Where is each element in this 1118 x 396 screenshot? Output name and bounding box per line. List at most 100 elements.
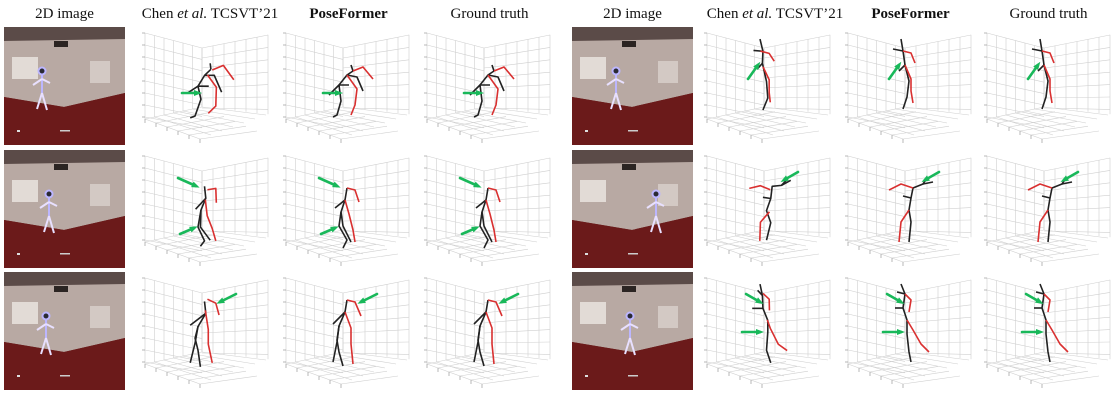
left-limb xyxy=(1031,48,1043,52)
skeleton xyxy=(334,187,360,249)
left-limb xyxy=(189,312,207,326)
header-chen-right: Chen et al. TCSVT’21 xyxy=(700,4,850,24)
skeleton xyxy=(1027,177,1073,243)
left-limb xyxy=(350,64,354,72)
skeleton xyxy=(1031,38,1055,110)
plot-left-row1-poseformer xyxy=(281,27,414,145)
axes-3d-grid xyxy=(424,277,551,388)
right-limb xyxy=(487,299,503,317)
right-limb xyxy=(906,319,930,353)
left-limb xyxy=(1061,181,1073,185)
left-limb xyxy=(346,74,364,92)
right-limb xyxy=(898,209,910,243)
right-limb xyxy=(1045,319,1069,353)
right-limb xyxy=(344,199,356,243)
left-limb xyxy=(902,195,912,199)
right-limb xyxy=(346,299,362,317)
left-limb xyxy=(340,211,352,243)
axes-3d-grid xyxy=(424,155,551,266)
green-arrow-icon xyxy=(887,61,902,81)
axes-3d-grid xyxy=(984,32,1111,143)
left-limb xyxy=(900,38,910,110)
right-limb xyxy=(762,66,772,103)
left-limb xyxy=(195,197,207,210)
right-limb xyxy=(207,298,220,316)
right-limb xyxy=(762,292,771,311)
left-limb xyxy=(1039,38,1049,110)
axes-3d-grid xyxy=(704,155,831,266)
axes-3d-grid xyxy=(424,32,551,143)
left-limb xyxy=(473,311,487,325)
right-limb xyxy=(487,187,501,203)
header-chen-italic: et al. xyxy=(742,6,773,22)
header-ground-truth-left: Ground truth xyxy=(450,6,529,22)
header-poseformer-right: PoseFormer xyxy=(871,6,950,22)
plot-right-row1-poseformer xyxy=(843,27,976,145)
green-arrow-icon xyxy=(176,176,200,188)
header-chen-prefix: Chen xyxy=(706,6,743,22)
green-arrow-icon xyxy=(744,292,764,304)
left-limb xyxy=(491,64,495,72)
header-chen-left: Chen et al. TCSVT’21 xyxy=(135,4,285,24)
skeleton xyxy=(1034,283,1069,363)
plot-right-row3-poseformer xyxy=(843,272,976,390)
header-chen-prefix: Chen xyxy=(141,6,178,22)
plot-right-row2-gt xyxy=(982,150,1115,268)
green-arrow-icon xyxy=(460,226,480,236)
photo-left-row3 xyxy=(4,272,125,390)
right-limb xyxy=(749,184,771,191)
skeleton xyxy=(888,177,934,243)
right-limb xyxy=(346,187,360,203)
right-limb xyxy=(758,211,771,241)
left-limb xyxy=(898,64,906,72)
axes-3d-grid xyxy=(704,277,831,388)
left-limb xyxy=(892,48,904,52)
header-ground-truth-right: Ground truth xyxy=(1009,6,1088,22)
header-2d-image-right: 2D image xyxy=(603,6,662,22)
right-limb xyxy=(352,66,374,80)
green-arrow-icon xyxy=(317,176,341,188)
photo-right-row3 xyxy=(572,272,693,390)
right-limb xyxy=(487,74,499,116)
green-arrow-icon xyxy=(321,90,343,96)
axes-3d-grid xyxy=(845,155,972,266)
right-limb xyxy=(206,74,218,114)
plot-left-row3-poseformer xyxy=(281,272,414,390)
axes-3d-grid xyxy=(283,277,410,388)
plot-right-row1-chen xyxy=(702,27,835,145)
plot-left-row3-chen xyxy=(140,272,273,390)
left-limb xyxy=(922,181,934,185)
green-arrow-icon xyxy=(1024,292,1044,304)
green-arrow-icon xyxy=(885,292,905,304)
right-limb xyxy=(1027,183,1053,191)
header-2d-image-left: 2D image xyxy=(35,6,94,22)
green-arrow-icon xyxy=(1060,170,1080,182)
header-chen-italic: et al. xyxy=(177,6,208,22)
left-limb xyxy=(332,311,346,325)
right-limb xyxy=(904,293,912,313)
axes-3d-grid xyxy=(984,277,1111,388)
plot-left-row1-chen xyxy=(140,27,273,145)
left-limb xyxy=(762,196,771,200)
left-limb xyxy=(479,187,489,249)
left-limb xyxy=(757,289,763,296)
green-arrow-icon xyxy=(921,170,941,182)
skeleton xyxy=(752,283,788,364)
axes-3d-grid xyxy=(142,277,269,388)
left-limb xyxy=(487,74,505,92)
skeleton xyxy=(892,38,916,110)
skeleton xyxy=(475,187,501,249)
left-limb xyxy=(475,199,487,209)
right-limb xyxy=(485,311,495,365)
left-limb xyxy=(1037,64,1045,72)
right-limb xyxy=(1043,293,1051,313)
left-limb xyxy=(197,186,207,247)
right-limb xyxy=(888,183,914,191)
skeleton xyxy=(469,64,515,118)
left-limb xyxy=(332,325,340,363)
left-limb xyxy=(781,179,792,187)
photo-left-row1 xyxy=(4,27,125,145)
right-limb xyxy=(211,64,235,81)
left-limb xyxy=(189,326,199,364)
left-limb xyxy=(473,325,481,363)
